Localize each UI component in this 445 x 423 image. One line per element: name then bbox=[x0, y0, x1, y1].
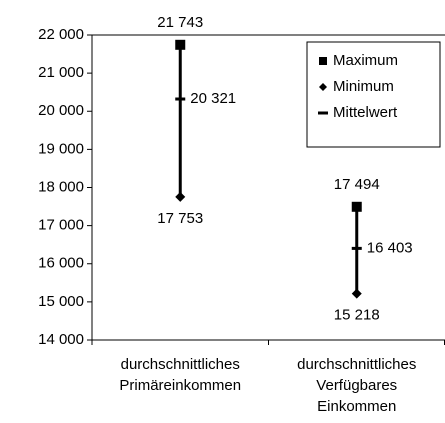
y-tick-label: 22 000 bbox=[38, 26, 84, 43]
y-tick-label: 21 000 bbox=[38, 64, 84, 81]
legend-marker bbox=[318, 111, 328, 115]
mean-marker bbox=[175, 97, 186, 101]
max-marker bbox=[351, 201, 362, 212]
min-marker bbox=[175, 191, 186, 202]
x-tick-label: durchschnittliches bbox=[121, 356, 240, 373]
y-tick-label: 17 000 bbox=[38, 217, 84, 234]
y-tick-label: 16 000 bbox=[38, 255, 84, 272]
y-tick-label: 20 000 bbox=[38, 102, 84, 119]
legend-box bbox=[306, 41, 441, 148]
y-tick-label: 19 000 bbox=[38, 140, 84, 157]
y-tick-label: 14 000 bbox=[38, 331, 84, 348]
max-marker bbox=[175, 39, 186, 50]
min-marker bbox=[351, 288, 362, 299]
y-tick-label: 18 000 bbox=[38, 178, 84, 195]
legend-label: Minimum bbox=[333, 78, 394, 95]
x-tick-label: Einkommen bbox=[317, 398, 396, 415]
y-tick-label: 15 000 bbox=[38, 293, 84, 310]
legend-marker bbox=[319, 83, 327, 91]
value-label: 16 403 bbox=[367, 239, 413, 256]
value-label: 17 753 bbox=[157, 210, 203, 227]
value-label: 15 218 bbox=[334, 307, 380, 324]
x-tick-label: durchschnittliches bbox=[297, 356, 416, 373]
mean-marker bbox=[351, 246, 362, 250]
value-label: 17 494 bbox=[334, 176, 380, 193]
legend-label: Mittelwert bbox=[333, 104, 398, 121]
x-tick-label: Verfügbares bbox=[316, 377, 397, 394]
legend-marker bbox=[319, 57, 327, 65]
value-label: 21 743 bbox=[157, 14, 203, 31]
value-label: 20 321 bbox=[190, 90, 236, 107]
legend-label: Maximum bbox=[333, 52, 398, 69]
x-tick-label: Primäreinkommen bbox=[119, 377, 241, 394]
